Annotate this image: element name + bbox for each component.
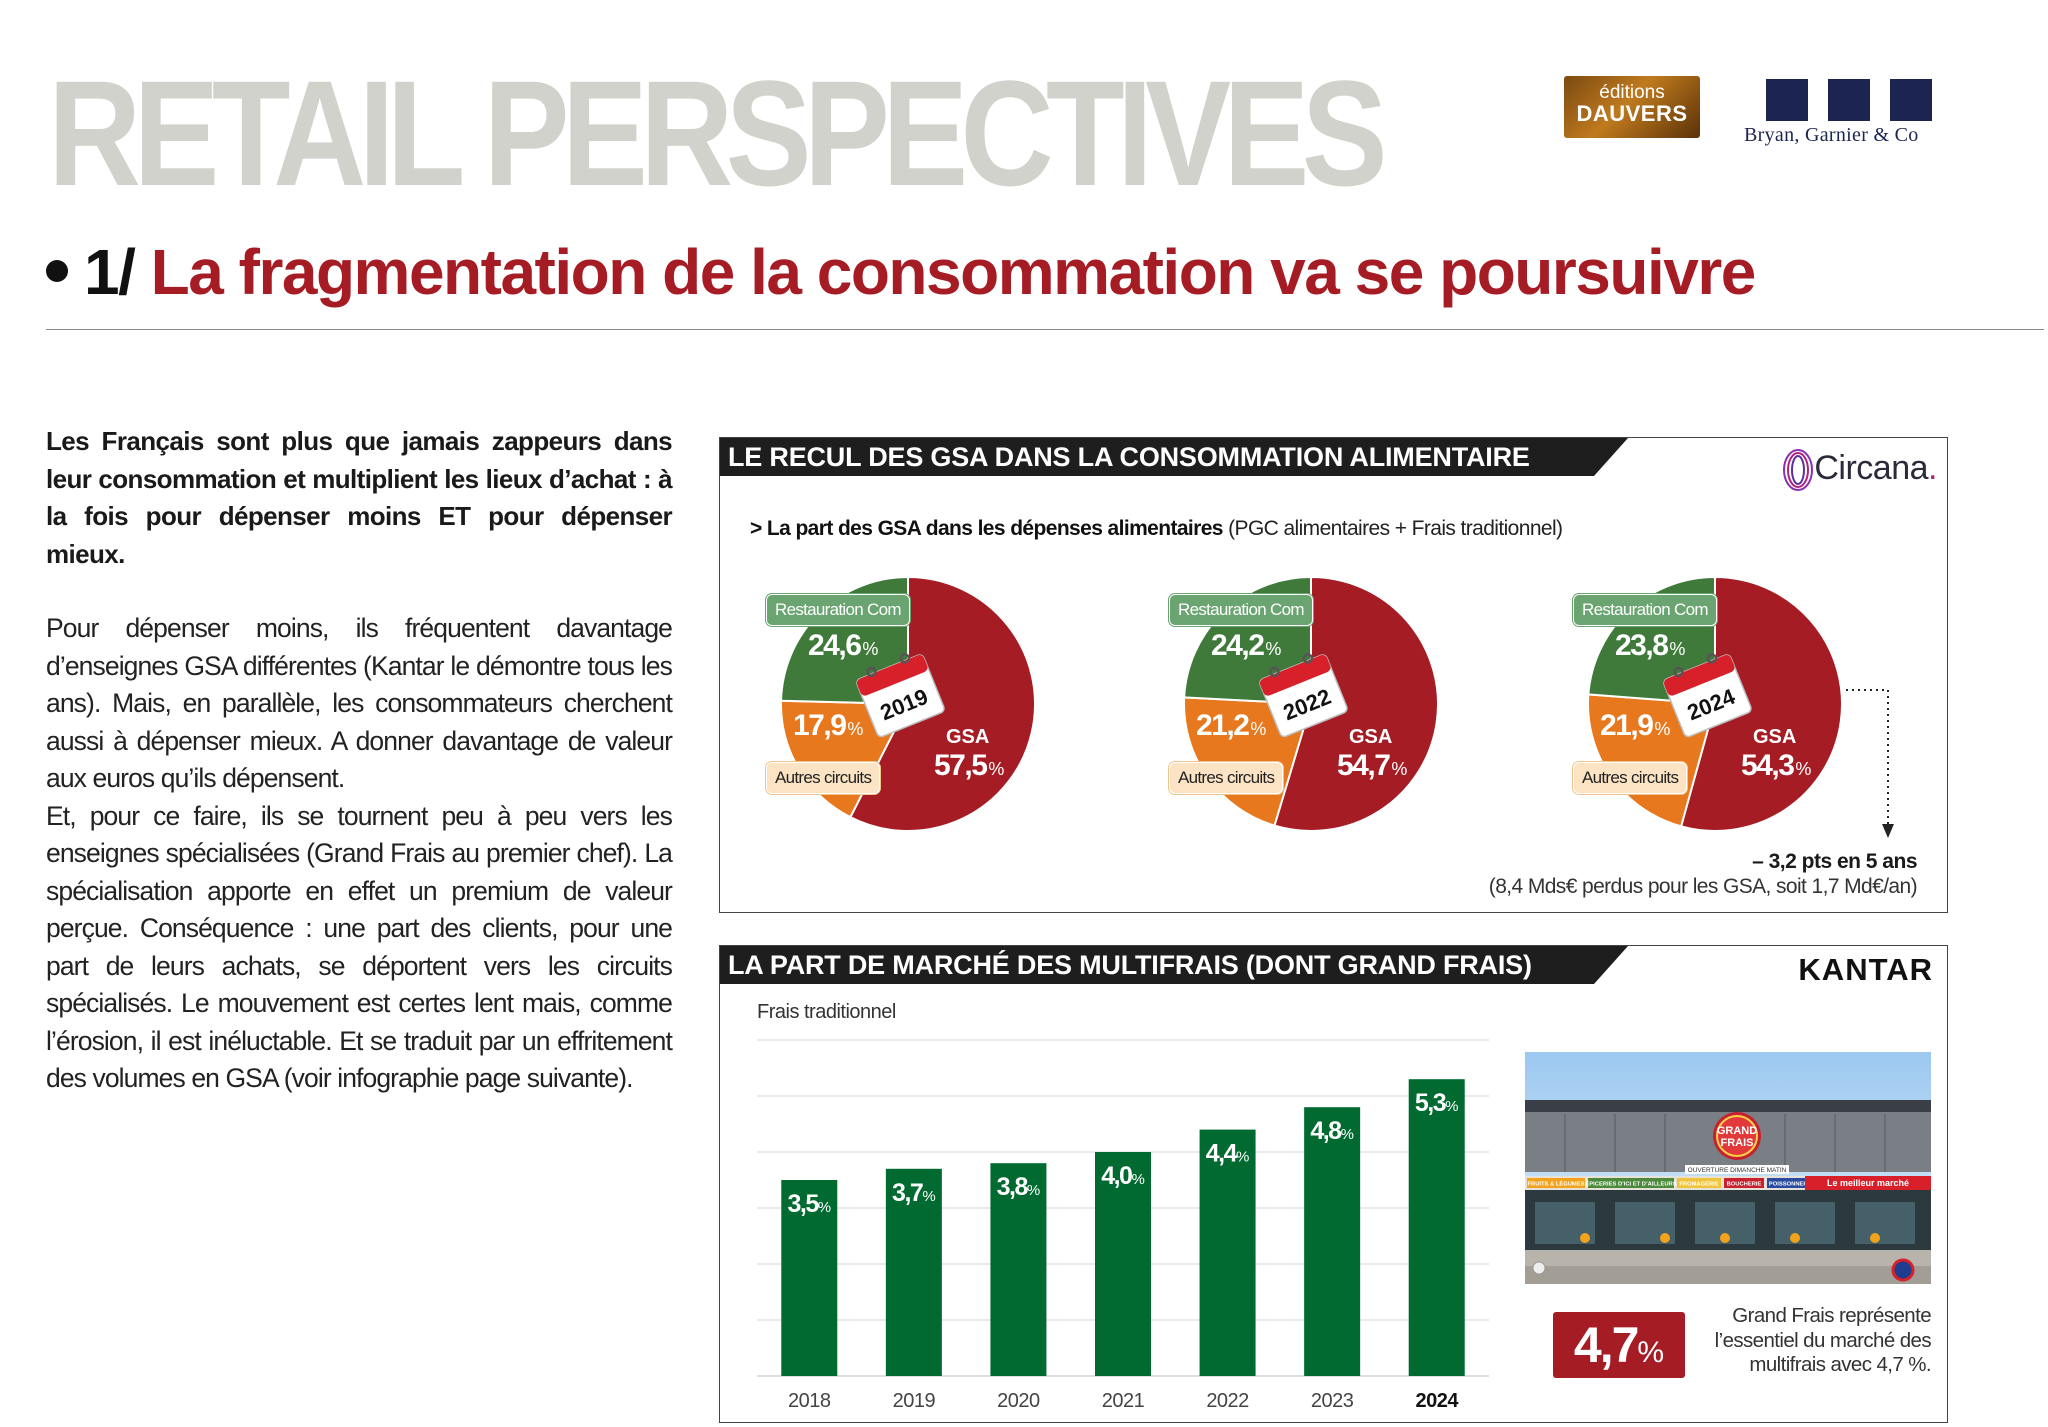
pies-subtitle-rest: (PGC alimentaires + Frais traditionnel) bbox=[1228, 517, 1563, 540]
gsa-decline-panel: LE RECUL DES GSA DANS LA CONSOMMATION AL… bbox=[719, 437, 1948, 913]
photo-sign-item: BOUCHERIE bbox=[1727, 1182, 1762, 1188]
logo-dauvers-line1: éditions bbox=[1599, 82, 1665, 103]
pie-value-label: 54,3% bbox=[1741, 749, 1812, 782]
masthead-title: RETAIL PERSPECTIVES bbox=[48, 49, 1388, 217]
pie-value-label: 24,6% bbox=[808, 629, 879, 662]
article-paragraph-1: Pour dépenser moins, ils fréquentent dav… bbox=[46, 613, 673, 793]
photo-sign-item: FRUITS & LÉGUMES bbox=[1527, 1180, 1584, 1188]
kantar-logo: KANTAR bbox=[1798, 952, 1933, 987]
bars-chart: 3,5% 2018 3,7% 2019 3,8% 2020 4,0% 2021 4,4% 2022… bbox=[757, 1039, 1489, 1412]
gsa-label: GSA bbox=[1753, 726, 1797, 748]
logo-editions-dauvers: éditions DAUVERS bbox=[1564, 76, 1700, 138]
calendar-icon: 2024 bbox=[1663, 653, 1752, 738]
bar bbox=[781, 1180, 838, 1376]
bar-category-label: 2021 bbox=[1102, 1390, 1145, 1412]
grand-frais-note: Grand Frais représente l’essentiel du ma… bbox=[1714, 1304, 1932, 1376]
pie-value-label: 57,5% bbox=[934, 749, 1005, 782]
autres-circuits-tag: Autres circuits bbox=[1169, 762, 1284, 794]
gsa-label: GSA bbox=[946, 726, 990, 748]
pie-slice bbox=[1679, 575, 1843, 832]
bar bbox=[990, 1163, 1047, 1376]
decline-arrowhead-icon bbox=[1882, 824, 1894, 838]
circana-swirl-icon bbox=[1783, 449, 1814, 491]
bar-value-label: 4,8% bbox=[1310, 1117, 1354, 1145]
section-headline: 1/ La fragmentation de la consommation v… bbox=[46, 240, 1756, 304]
photo-sign-item: POISSONNERIE bbox=[1769, 1182, 1813, 1188]
bar bbox=[885, 1168, 942, 1376]
circana-dot-icon: . bbox=[1928, 448, 1937, 487]
section-title: La fragmentation de la consommation va s… bbox=[150, 236, 1757, 308]
circana-logo-text: Circana bbox=[1814, 448, 1929, 487]
bar bbox=[1304, 1107, 1361, 1376]
pie-value-label: 17,9% bbox=[793, 709, 864, 742]
calendar-icon: 2019 bbox=[856, 653, 945, 738]
bar-value-label: 3,7% bbox=[892, 1179, 936, 1207]
grand-frais-share-unit: % bbox=[1637, 1336, 1665, 1369]
bullet-icon bbox=[46, 260, 68, 283]
article-paragraph-2: Et, pour ce faire, ils se tournent peu à… bbox=[46, 800, 673, 1094]
decline-detail: (8,4 Mds€ perdus pour les GSA, soit 1,7 … bbox=[1488, 875, 1918, 898]
restauration-tag: Restauration Com bbox=[766, 594, 910, 626]
circana-logo: Circana. bbox=[1780, 448, 1937, 492]
restauration-tag: Restauration Com bbox=[1169, 594, 1313, 626]
logo-dauvers-line2: DAUVERS bbox=[1576, 101, 1688, 126]
autres-circuits-tag: Autres circuits bbox=[766, 762, 881, 794]
bar bbox=[1408, 1079, 1465, 1376]
bar-category-label: 2023 bbox=[1311, 1390, 1354, 1412]
bar-value-label: 5,3% bbox=[1415, 1089, 1459, 1117]
bars-subtitle: Frais traditionnel bbox=[757, 1001, 896, 1023]
pie-value-label: 54,7% bbox=[1337, 749, 1408, 782]
bar-category-label: 2022 bbox=[1206, 1390, 1249, 1412]
photo-logo-line2: FRAIS bbox=[1721, 1137, 1754, 1149]
photo-logo-line1: GRAND bbox=[1717, 1125, 1757, 1137]
photo-banner: OUVERTURE DIMANCHE MATIN bbox=[1688, 1167, 1787, 1174]
restauration-tag: Restauration Com bbox=[1573, 594, 1717, 626]
header-divider bbox=[46, 329, 2044, 330]
pie-slice bbox=[1273, 575, 1439, 832]
pie-value-label: 24,2% bbox=[1211, 629, 1282, 662]
photo-sign-item: ÉPICERIES D’ICI ET D’AILLEURS bbox=[1585, 1180, 1676, 1188]
bar-category-label: 2024 bbox=[1415, 1390, 1459, 1412]
bar-category-label: 2019 bbox=[893, 1390, 936, 1412]
photo-sign-slogan: Le meilleur marché bbox=[1827, 1178, 1909, 1188]
pie-value-label: 23,8% bbox=[1615, 629, 1686, 662]
pie-value-label: 21,9% bbox=[1600, 709, 1671, 742]
bar bbox=[1199, 1129, 1256, 1376]
bar-value-label: 3,5% bbox=[787, 1190, 831, 1218]
grand-frais-store-photo: GRAND FRAIS OUVERTURE DIMANCHE MATIN FRU… bbox=[1525, 1052, 1931, 1284]
gsa-panel-title: LE RECUL DES GSA DANS LA CONSOMMATION AL… bbox=[720, 438, 1628, 476]
pies-subtitle-bold: > La part des GSA dans les dépenses alim… bbox=[750, 517, 1223, 540]
photo-sign-item: FROMAGERIE bbox=[1679, 1182, 1718, 1188]
bryan-garnier-logo-text: Bryan, Garnier & Co bbox=[1744, 124, 1919, 146]
bar-category-label: 2020 bbox=[997, 1390, 1040, 1412]
pies-subtitle: > La part des GSA dans les dépenses alim… bbox=[750, 517, 1563, 541]
bar bbox=[1095, 1152, 1151, 1376]
pie-value-label: 21,2% bbox=[1196, 709, 1267, 742]
grand-frais-share-badge: 4,7% bbox=[1553, 1312, 1685, 1378]
decline-title: – 3,2 pts en 5 ans bbox=[1752, 850, 1917, 873]
calendar-icon: 2022 bbox=[1259, 653, 1348, 738]
bar-category-label: 2018 bbox=[788, 1390, 831, 1412]
article-body: Pour dépenser moins, ils fréquentent dav… bbox=[46, 610, 673, 1098]
gsa-label: GSA bbox=[1349, 726, 1393, 748]
bar-value-label: 4,0% bbox=[1101, 1162, 1145, 1190]
bar-value-label: 3,8% bbox=[997, 1173, 1041, 1201]
decline-arrow bbox=[1846, 689, 1889, 828]
pies-chart: 2019 2022 2024 bbox=[780, 575, 1894, 838]
grand-frais-share-value: 4,7 bbox=[1573, 1317, 1640, 1373]
bar-value-label: 4,4% bbox=[1206, 1140, 1250, 1168]
article-lead: Les Français sont plus que jamais zappeu… bbox=[46, 426, 673, 569]
section-number: 1/ bbox=[84, 236, 136, 308]
multifrais-panel-title: LA PART DE MARCHÉ DES MULTIFRAIS (DONT G… bbox=[720, 946, 1628, 984]
autres-circuits-tag: Autres circuits bbox=[1573, 762, 1688, 794]
